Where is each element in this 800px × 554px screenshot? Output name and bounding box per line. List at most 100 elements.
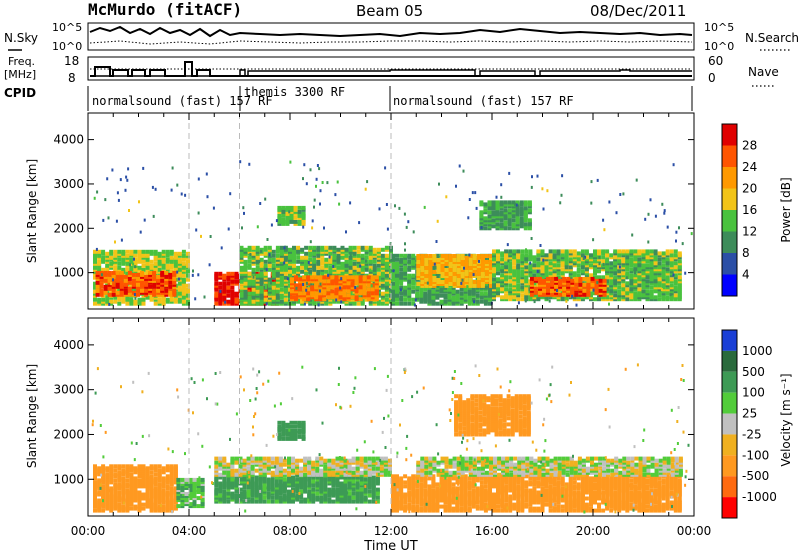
power-cell — [665, 267, 670, 272]
velocity-cell — [145, 502, 150, 507]
power-cell — [168, 284, 173, 289]
power-cell — [411, 273, 416, 278]
power-cell — [520, 297, 525, 302]
power-speck — [530, 185, 533, 189]
velocity-cell — [149, 474, 154, 479]
power-cell — [496, 249, 500, 254]
power-speck — [313, 198, 316, 202]
power-speck — [307, 261, 310, 264]
power-speck — [252, 275, 255, 279]
velocity-cell — [153, 488, 158, 493]
power-cell — [536, 257, 541, 262]
power-speck — [316, 164, 319, 167]
power-cell — [294, 275, 298, 280]
velocity-cell — [93, 476, 97, 481]
power-cell — [536, 249, 541, 254]
power-cell — [574, 276, 579, 281]
power-cell — [129, 257, 134, 262]
power-cell — [562, 276, 567, 281]
power-cell — [239, 291, 244, 296]
power-speck — [134, 296, 137, 300]
power-cell — [480, 266, 485, 270]
power-speck — [108, 302, 111, 306]
power-cell — [669, 249, 674, 254]
power-cell — [480, 272, 485, 276]
velocity-cell — [153, 464, 158, 469]
power-cell — [320, 257, 325, 262]
power-cell — [234, 279, 239, 284]
power-cell — [344, 253, 349, 258]
power-cell — [350, 275, 355, 280]
velocity-cell — [97, 498, 102, 503]
power-speck — [571, 294, 574, 298]
power-cell — [548, 253, 553, 258]
power-cell — [141, 249, 146, 254]
power-heatmap-cells — [93, 160, 693, 307]
power-cell — [101, 255, 106, 260]
power-cell — [532, 269, 537, 274]
power-cell — [234, 291, 239, 296]
power-speck — [176, 183, 179, 187]
power-speck — [338, 202, 341, 206]
power-cell — [105, 295, 110, 300]
power-speck — [536, 174, 539, 178]
power-cell — [391, 281, 395, 286]
power-cell — [123, 288, 128, 293]
power-cell — [452, 254, 457, 258]
power-cell — [576, 263, 581, 268]
power-speck — [675, 239, 677, 243]
power-speck — [286, 277, 289, 281]
power-cell — [214, 281, 219, 286]
power-cell — [487, 210, 492, 215]
power-speck — [582, 257, 585, 260]
power-cell — [500, 251, 505, 256]
power-cell — [153, 261, 158, 266]
power-cell — [560, 267, 565, 272]
power-cell — [519, 216, 524, 221]
power-speck — [319, 189, 322, 193]
power-cell — [297, 209, 302, 214]
power-cell — [346, 275, 351, 280]
power-cell — [181, 253, 186, 258]
power-cell — [230, 289, 235, 294]
power-cell — [641, 289, 646, 294]
power-cell — [516, 263, 521, 268]
power-cell — [218, 281, 223, 286]
power-cell — [597, 275, 601, 280]
power-speck — [318, 289, 321, 293]
velocity-cell — [173, 476, 178, 481]
velocity-cell — [101, 500, 106, 505]
power-cell — [372, 247, 377, 252]
power-cell — [263, 245, 268, 250]
power-cell — [334, 275, 339, 280]
power-speck — [311, 226, 314, 230]
power-cell — [496, 283, 500, 288]
power-speck — [468, 253, 471, 257]
power-cell — [516, 249, 521, 254]
nsky-label: N.Sky — [4, 31, 38, 45]
power-speck — [438, 182, 440, 186]
power-speck — [478, 259, 480, 263]
power-cell — [589, 287, 593, 292]
power-cell — [468, 262, 473, 266]
power-cell — [152, 288, 157, 293]
power-speck — [288, 210, 291, 214]
power-cell — [186, 299, 190, 304]
power-cell — [391, 253, 395, 258]
power-cell — [271, 281, 276, 286]
power-cell — [637, 287, 642, 292]
power-speck — [326, 181, 329, 185]
velocity-cell — [218, 487, 223, 492]
power-speck — [675, 230, 678, 234]
power-colorbar-tick: 12 — [742, 225, 757, 239]
power-colorbar-block — [722, 124, 737, 146]
power-cell — [431, 289, 436, 294]
velocity-cell — [176, 482, 181, 486]
power-cell — [149, 249, 154, 254]
power-cell — [584, 255, 589, 260]
velocity-cell — [196, 482, 201, 486]
power-cell — [520, 285, 525, 290]
velocity-cell — [226, 487, 231, 492]
power-speck — [384, 166, 387, 170]
